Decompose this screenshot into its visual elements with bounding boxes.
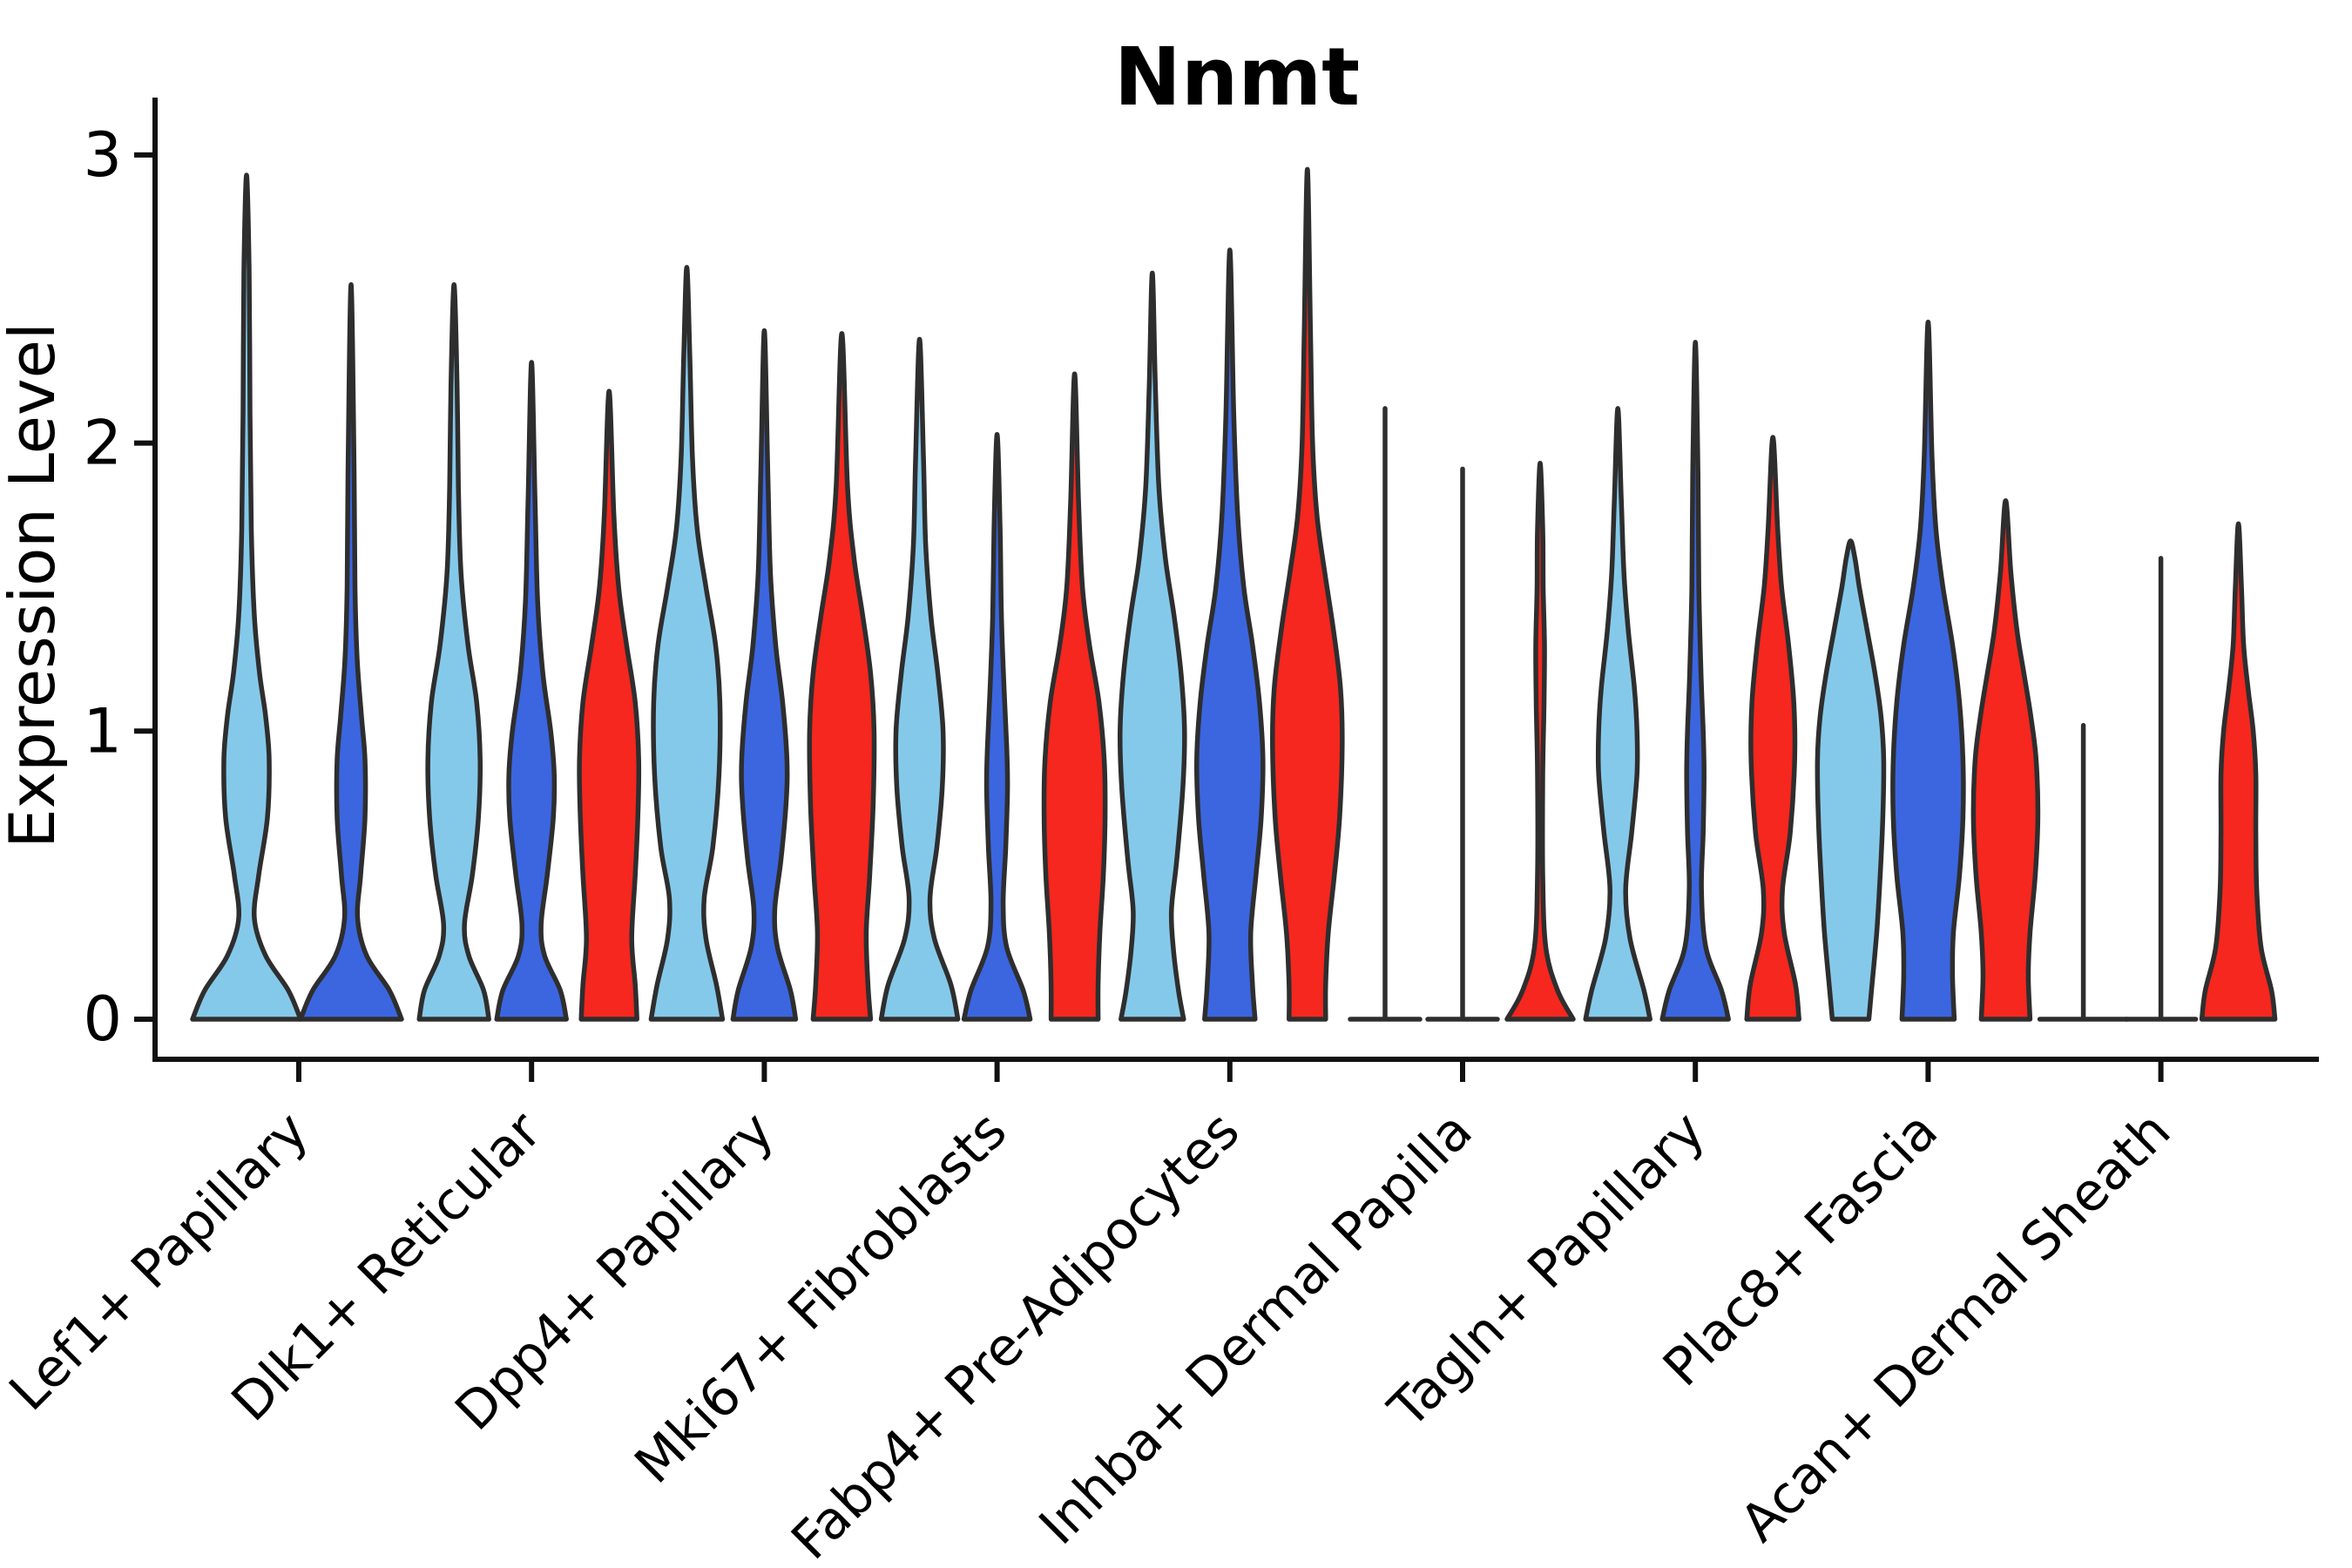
violin-inhba-dermal-papilla-dark_blue	[1425, 466, 1500, 1022]
violin-dlk1-reticular-light_blue	[416, 281, 491, 1022]
violin-fabp4-pre-adipocytes-red	[1270, 166, 1345, 1022]
x-tick-label: Acan+ Dermal Sheath	[1729, 1100, 2183, 1554]
violin-dlk1-reticular-dark_blue	[494, 360, 569, 1022]
violin-acan-dermal-sheath-dark_blue	[2123, 556, 2199, 1022]
violin-fabp4-pre-adipocytes-dark_blue	[1193, 247, 1266, 1022]
violin-dpp4-papillary-dark_blue	[730, 328, 799, 1022]
y-tick-label: 2	[83, 408, 122, 479]
violin-acan-dermal-sheath-red	[2199, 521, 2278, 1022]
axis-spines	[152, 98, 2319, 1062]
violins	[190, 166, 2278, 1022]
violin-plac8-fascia-dark_blue	[1890, 319, 1966, 1022]
y-tick-label: 3	[83, 119, 122, 191]
y-tick-label: 1	[83, 695, 122, 767]
violin-fabp4-pre-adipocytes-light_blue	[1117, 270, 1187, 1022]
violin-inhba-dermal-papilla-red	[1504, 460, 1576, 1022]
violin-mki67-fibroblasts-red	[1041, 371, 1108, 1022]
violin-tagln-papillary-light_blue	[1583, 406, 1652, 1022]
violin-mki67-fibroblasts-dark_blue	[961, 431, 1033, 1022]
x-tick-label: Fabp4+ Pre-Adipocytes	[781, 1100, 1252, 1568]
violin-lef1-papillary-light_blue	[190, 172, 303, 1022]
violin-plac8-fascia-red	[1970, 497, 2041, 1022]
violin-plac8-fascia-light_blue	[1815, 538, 1887, 1022]
violin-acan-dermal-sheath-light_blue	[2037, 722, 2130, 1022]
violin-dlk1-reticular-red	[577, 389, 642, 1022]
chart-title: Nnmt	[1114, 30, 1360, 124]
x-tick-label: Inhba+ Dermal Papilla	[1028, 1100, 1484, 1557]
y-tick-label: 0	[83, 983, 122, 1055]
violin-tagln-papillary-red	[1744, 435, 1801, 1022]
violin-lef1-papillary-dark_blue	[298, 281, 404, 1022]
violin-inhba-dermal-papilla-light_blue	[1348, 406, 1423, 1022]
violin-mki67-fibroblasts-light_blue	[878, 336, 961, 1022]
violin-tagln-papillary-dark_blue	[1659, 340, 1731, 1022]
violin-dpp4-papillary-red	[807, 331, 877, 1022]
y-axis-title: Expression Level	[0, 322, 69, 848]
violin-dpp4-papillary-light_blue	[648, 265, 726, 1022]
